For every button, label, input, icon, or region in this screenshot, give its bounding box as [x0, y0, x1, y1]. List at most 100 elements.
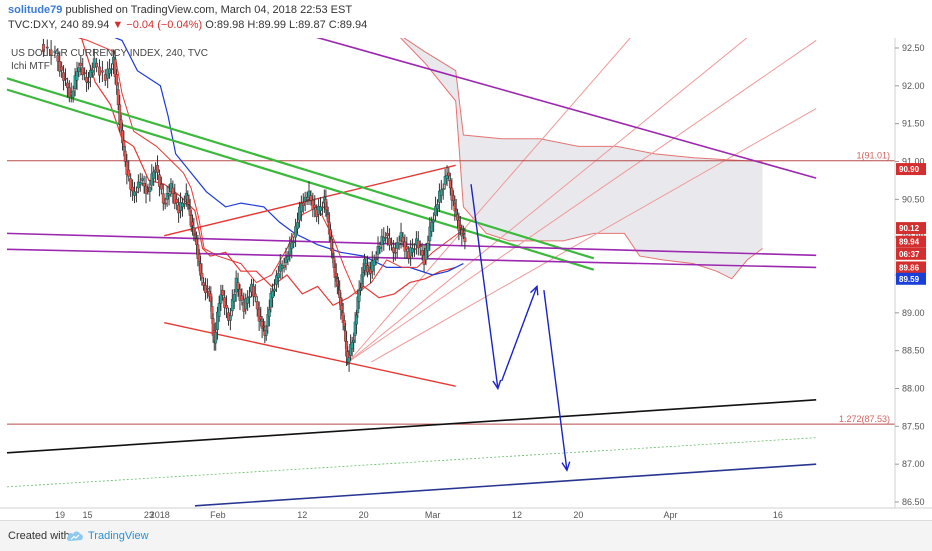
candle-body-149 [319, 206, 322, 211]
candle-body-29 [108, 68, 111, 74]
candle-body-118 [262, 325, 265, 328]
candle-body-139 [299, 202, 303, 212]
candle-body-26 [100, 70, 104, 73]
candle-body-194 [382, 236, 386, 242]
candle-body-177 [355, 314, 358, 325]
candle-body-125 [273, 288, 276, 292]
cloud-upper-span [403, 38, 763, 162]
candle-body-192 [378, 246, 382, 249]
candle-body-137 [296, 222, 299, 229]
candle-body-202 [397, 243, 401, 245]
price-badge-0 [896, 163, 926, 176]
candle-body-133 [288, 243, 292, 255]
candle-body-83 [200, 272, 204, 279]
candle-body-219 [430, 221, 434, 232]
candle-body-214 [420, 250, 424, 256]
candle-body-196 [386, 233, 390, 237]
candle-body-34 [116, 89, 120, 105]
candle-body-198 [390, 242, 393, 245]
author-link[interactable]: solitude79 [8, 4, 63, 16]
candle-body-59 [161, 193, 165, 204]
candle-body-197 [388, 237, 391, 246]
time-axis[interactable]: 19 2018 15 23 Feb 12 20 Mar 12 20 Apr 16 [55, 510, 783, 520]
kumo-span-line [80, 38, 456, 307]
price-badge-1 [896, 222, 926, 235]
candle-body-144 [309, 195, 313, 201]
x-tick-label-4: Feb [210, 510, 226, 520]
candle-body-60 [163, 202, 167, 205]
candle-body-213 [418, 245, 422, 247]
candle-body-0 [42, 44, 45, 52]
candle-body-58 [159, 183, 163, 190]
price-badge-label-5: 89.59 [899, 275, 920, 284]
fib-1-label: 1(91.01) [856, 151, 890, 161]
price-badge-5 [896, 272, 926, 285]
candle-body-227 [445, 174, 449, 179]
candle-body-127 [276, 273, 280, 279]
candle-body-95 [219, 294, 223, 304]
x-tick-label-11: 16 [773, 510, 783, 520]
candle-body-122 [267, 309, 271, 317]
y-tick-label-9: 88.00 [902, 384, 925, 394]
candle-body-45 [135, 191, 138, 193]
black-line-line [6, 399, 817, 454]
tenkan-line [77, 38, 464, 295]
candle-body-199 [391, 247, 395, 253]
candle-body-201 [395, 242, 399, 249]
candle-body-92 [214, 331, 218, 344]
projection-arrow-1 [470, 184, 499, 389]
x-tick-label-0: 19 [55, 510, 65, 520]
price-chart[interactable]: 1(91.01) 1.272(87.53) 92.50 92.00 91.50 91.0… [0, 38, 932, 520]
candle-body-18 [83, 72, 87, 74]
candles [42, 38, 467, 372]
candle-body-188 [370, 260, 374, 272]
footer-bar: Created with TradingView [0, 520, 932, 551]
candle-body-235 [457, 219, 461, 231]
candle-body-48 [140, 178, 144, 181]
candle-body-138 [298, 206, 301, 221]
candle-body-175 [352, 339, 356, 343]
candle-body-123 [269, 292, 273, 308]
candle-body-140 [301, 202, 305, 206]
candle-body-9 [66, 82, 69, 88]
x-tick-label-7: Mar [425, 510, 441, 520]
x-tick-label-3: 23 [144, 510, 154, 520]
candle-body-23 [92, 58, 96, 69]
candle-body-62 [167, 193, 171, 196]
candle-body-98 [225, 305, 228, 309]
navy-line-line [194, 463, 817, 507]
candle-body-19 [85, 77, 88, 83]
candle-body-142 [305, 199, 309, 201]
quote-line: TVC:DXY, 240 89.94 ▼ −0.04 (−0.04%) O:89… [8, 19, 367, 31]
x-tick-label-8: 12 [512, 510, 522, 520]
candle-body-6 [60, 66, 64, 71]
candle-body-69 [181, 202, 184, 208]
x-tick-label-1: 2018 [150, 510, 170, 520]
candle-body-12 [71, 90, 75, 98]
x-tick-label-9: 20 [573, 510, 583, 520]
candle-body-189 [372, 259, 376, 266]
y-tick-label-4: 90.50 [902, 194, 925, 204]
candle-body-1 [45, 46, 49, 49]
candle-body-49 [142, 183, 146, 187]
fan-line-4 [371, 108, 817, 363]
candle-body-25 [98, 66, 101, 76]
bull-red-lower-line [164, 321, 456, 387]
candle-body-222 [436, 204, 439, 209]
indicator-label[interactable]: Ichi MTF [11, 61, 50, 72]
candle-body-216 [424, 247, 428, 261]
candle-body-210 [413, 248, 416, 250]
candle-body-106 [240, 295, 244, 301]
candle-body-54 [152, 171, 156, 179]
candle-body-158 [331, 248, 335, 254]
ichimoku-lines [77, 38, 464, 307]
tradingview-brand[interactable]: TradingView [88, 530, 149, 542]
candle-body-61 [165, 193, 169, 200]
projection-arrowhead-2 [530, 284, 539, 296]
candle-body-233 [454, 208, 458, 211]
fan-line-1 [347, 38, 631, 363]
candle-body-27 [103, 74, 107, 81]
y-tick-label-12: 86.50 [902, 497, 925, 507]
candle-body-223 [437, 190, 441, 203]
publish-line: solitude79 published on TradingView.com,… [8, 4, 352, 16]
